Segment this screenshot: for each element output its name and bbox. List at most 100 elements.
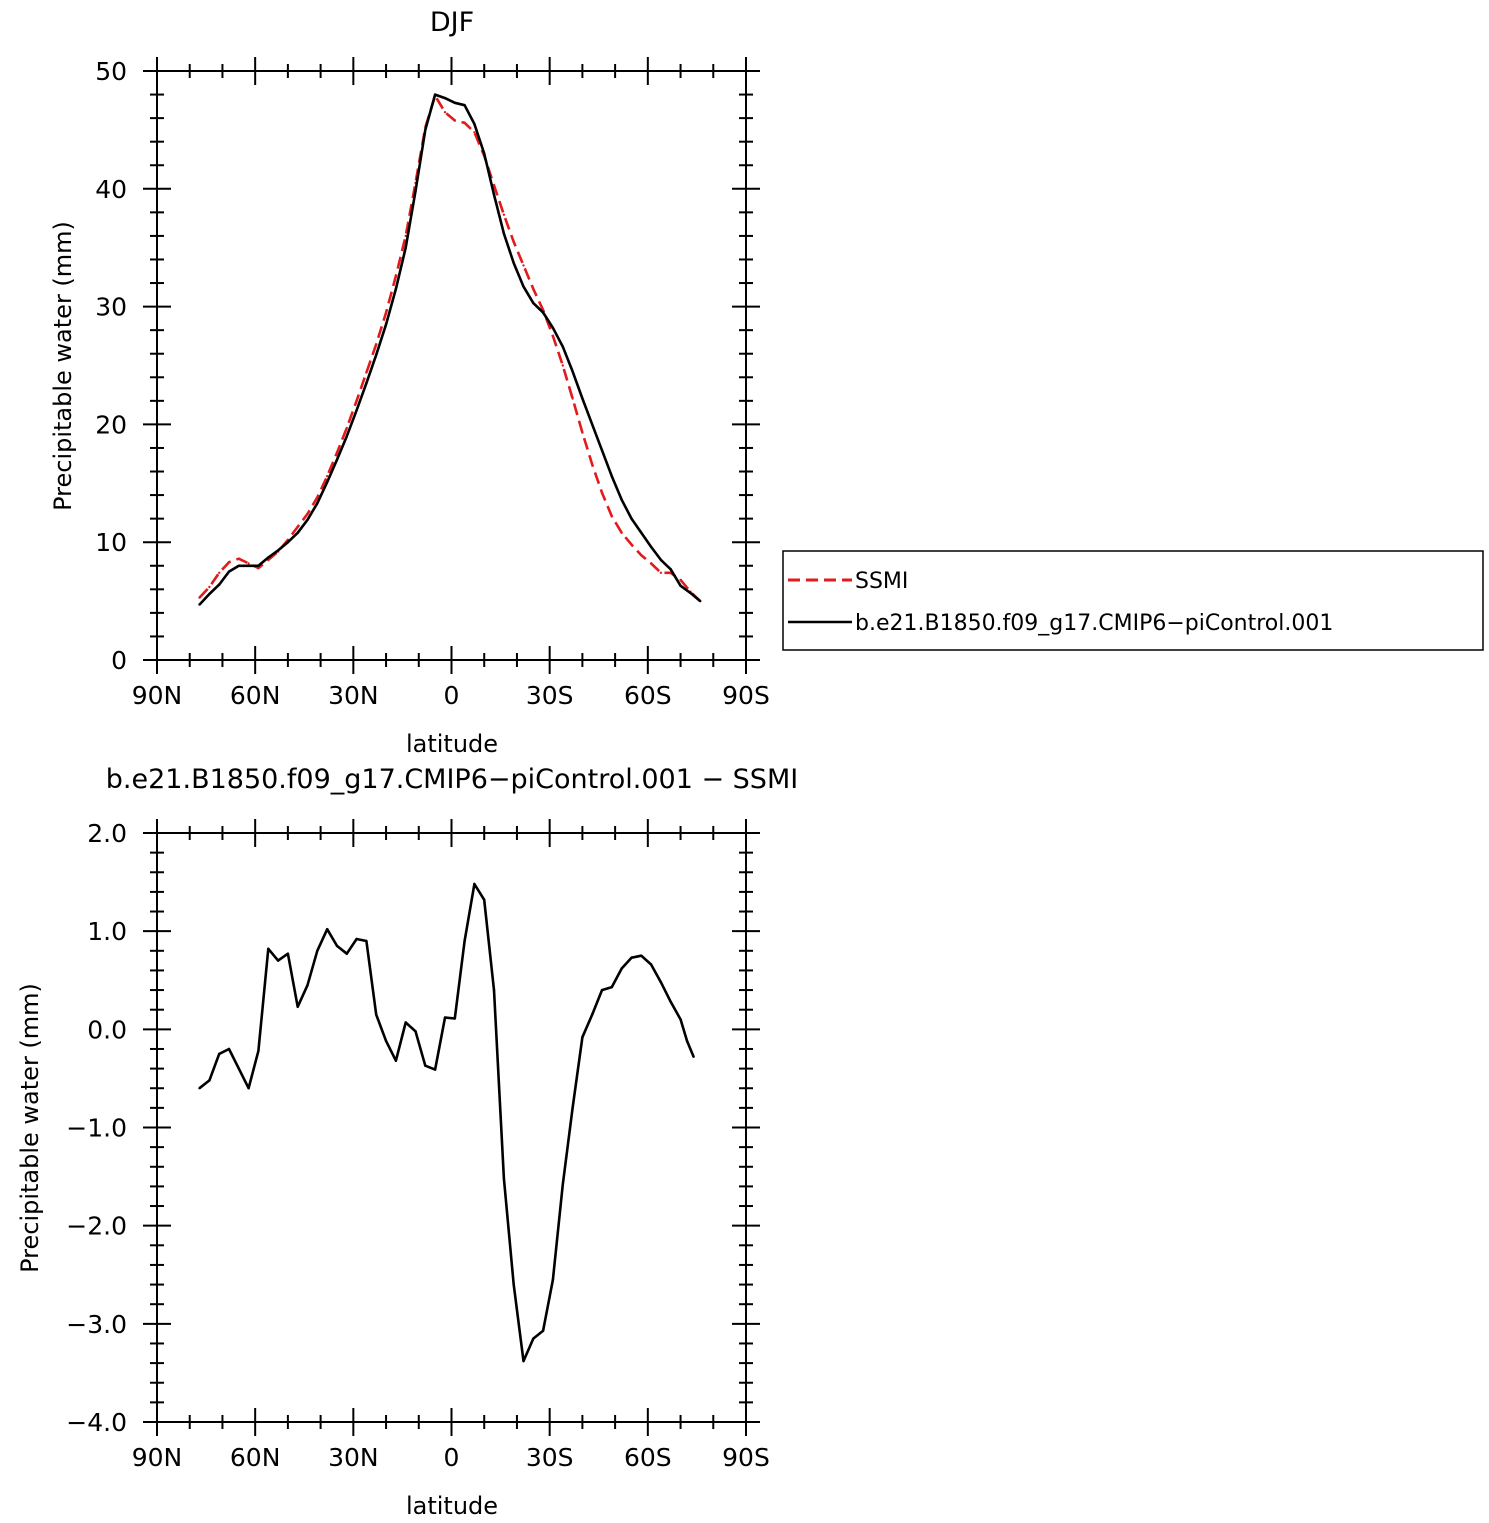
difference-data-point bbox=[404, 1021, 407, 1024]
djf-x-tick-label: 60N bbox=[230, 681, 281, 710]
difference-y-tick-label: −2.0 bbox=[66, 1212, 127, 1241]
djf-data-point bbox=[335, 451, 339, 454]
djf-data-point bbox=[257, 564, 260, 567]
djf-data-point bbox=[551, 326, 555, 329]
djf-data-point bbox=[375, 353, 378, 357]
difference-data-point bbox=[286, 952, 290, 955]
djf-data-point bbox=[463, 121, 466, 125]
difference-x-tick-label: 60N bbox=[230, 1443, 281, 1472]
difference-data-point bbox=[394, 1059, 398, 1062]
difference-x-tick-label: 90N bbox=[132, 1443, 183, 1472]
difference-y-tick-label: −1.0 bbox=[66, 1114, 127, 1143]
djf-data-point bbox=[267, 556, 270, 559]
difference-data-point bbox=[492, 988, 496, 992]
djf-data-point bbox=[326, 480, 329, 484]
difference-series-points-0 bbox=[198, 882, 695, 1363]
djf-data-point bbox=[424, 128, 427, 132]
djf-x-tick-label: 60S bbox=[624, 681, 672, 710]
djf-series-lines bbox=[198, 93, 702, 606]
difference-axis-ticks bbox=[143, 819, 760, 1436]
djf-data-point bbox=[463, 104, 466, 107]
djf-data-point bbox=[640, 531, 643, 534]
djf-data-point bbox=[669, 568, 672, 571]
djf-data-point bbox=[227, 570, 231, 573]
djf-data-point bbox=[227, 561, 231, 564]
difference-data-point bbox=[208, 1079, 211, 1082]
djf-data-point bbox=[443, 111, 447, 114]
djf-data-point bbox=[600, 449, 604, 452]
difference-data-point bbox=[375, 1013, 378, 1016]
djf-data-point bbox=[365, 382, 368, 385]
difference-data-point bbox=[414, 1030, 417, 1033]
djf-data-point bbox=[591, 423, 594, 426]
djf-data-point bbox=[571, 370, 574, 373]
difference-plot-frame bbox=[156, 832, 747, 1423]
difference-panel: b.e21.B1850.f09_g17.CMIP6−piControl.001 … bbox=[16, 764, 798, 1520]
difference-data-point bbox=[551, 1278, 555, 1281]
djf-panel: DJF 90N 60N 30N 0 30S 60S 90S 0 10 20 30 40 50 lati… bbox=[49, 7, 770, 758]
djf-data-point bbox=[620, 498, 623, 501]
difference-x-axis-label: latitude bbox=[406, 1492, 498, 1520]
difference-data-point bbox=[620, 967, 623, 970]
djf-x-tick-label: 90S bbox=[722, 681, 770, 710]
difference-x-tick-label: 30S bbox=[526, 1443, 574, 1472]
difference-data-point bbox=[257, 1049, 260, 1053]
djf-chart-title: DJF bbox=[430, 7, 474, 38]
difference-y-tick-label: 1.0 bbox=[87, 917, 127, 946]
djf-data-point bbox=[512, 240, 515, 243]
djf-data-point bbox=[492, 184, 496, 187]
difference-data-point bbox=[685, 1039, 689, 1043]
djf-x-tick-label: 30N bbox=[328, 681, 379, 710]
difference-data-point bbox=[463, 939, 466, 943]
djf-y-axis-label: Precipitable water (mm) bbox=[49, 221, 77, 511]
djf-data-point bbox=[247, 564, 250, 567]
djf-series-line-0 bbox=[198, 94, 702, 603]
difference-data-point bbox=[581, 1036, 584, 1039]
difference-x-tick-label: 0 bbox=[444, 1443, 460, 1472]
djf-data-point bbox=[306, 512, 309, 516]
difference-data-point bbox=[198, 1087, 201, 1090]
difference-data-point bbox=[227, 1047, 231, 1051]
difference-series-line-0 bbox=[198, 882, 695, 1363]
djf-data-point bbox=[600, 491, 604, 494]
djf-data-point bbox=[581, 397, 584, 400]
djf-data-point bbox=[404, 234, 407, 238]
djf-data-point bbox=[610, 475, 613, 478]
djf-data-point bbox=[659, 571, 663, 574]
djf-data-point bbox=[561, 364, 564, 367]
djf-data-point bbox=[649, 562, 653, 565]
djf-x-tick-label: 30S bbox=[526, 681, 574, 710]
djf-series-points-1 bbox=[198, 93, 702, 606]
djf-data-point bbox=[296, 531, 299, 534]
djf-data-point bbox=[335, 458, 339, 461]
difference-data-point bbox=[483, 898, 486, 901]
difference-series-lines bbox=[198, 882, 695, 1363]
djf-data-point bbox=[649, 545, 653, 549]
djf-data-point bbox=[522, 264, 525, 267]
difference-y-tick-label: 2.0 bbox=[87, 819, 127, 848]
difference-x-tick-label: 90S bbox=[722, 1443, 770, 1472]
djf-y-tick-label: 10 bbox=[95, 528, 127, 557]
djf-data-point bbox=[208, 585, 211, 589]
legend-ssmi-label: SSMI bbox=[855, 569, 908, 594]
difference-data-point bbox=[630, 956, 633, 959]
difference-data-point bbox=[316, 949, 319, 952]
djf-data-point bbox=[502, 213, 506, 216]
difference-data-point bbox=[433, 1068, 437, 1071]
difference-x-tick-label: 30N bbox=[328, 1443, 379, 1472]
difference-chart-title: b.e21.B1850.f09_g17.CMIP6−piControl.001 … bbox=[106, 764, 798, 795]
djf-y-tick-label: 0 bbox=[111, 646, 127, 675]
djf-series-points-0 bbox=[198, 94, 702, 603]
difference-y-axis-label: Precipitable water (mm) bbox=[16, 983, 44, 1273]
djf-data-point bbox=[276, 549, 280, 552]
djf-series-line-1 bbox=[198, 93, 702, 606]
djf-data-point bbox=[237, 557, 240, 560]
djf-axis-ticks bbox=[143, 57, 760, 674]
djf-data-point bbox=[384, 311, 388, 314]
djf-x-tick-labels: 90N 60N 30N 0 30S 60S 90S bbox=[132, 681, 770, 710]
djf-x-tick-label: 90N bbox=[132, 681, 183, 710]
djf-data-point bbox=[355, 409, 358, 412]
djf-data-point bbox=[345, 426, 348, 430]
djf-data-point bbox=[522, 285, 525, 288]
